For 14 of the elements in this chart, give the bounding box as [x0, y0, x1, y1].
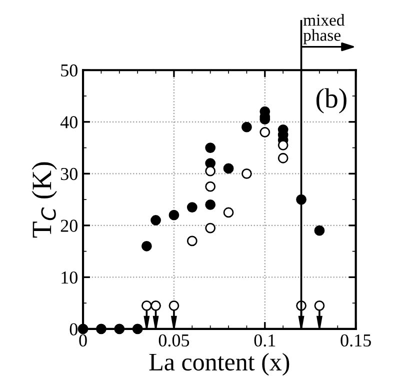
y-tick-label: 0	[70, 323, 78, 336]
x-tick-label: 0	[79, 334, 87, 347]
y-tick-label: 50	[61, 64, 78, 77]
ref-line-label: mixed phase	[303, 14, 345, 44]
y-axis-title: T$_{C}$ (K)	[32, 162, 57, 238]
x-tick-label: 0.05	[158, 334, 190, 347]
x-tick-label: 0.15	[340, 334, 371, 347]
x-axis-title: La content (x)	[149, 352, 290, 376]
y-tick-label: 40	[60, 116, 78, 128]
y-tick-label: 10	[62, 271, 78, 284]
y-tick-label: 30	[60, 168, 78, 180]
x-tick-label: 0.1	[254, 334, 276, 347]
annotation: (b)	[316, 88, 346, 114]
y-tick-label: 20	[60, 220, 78, 232]
